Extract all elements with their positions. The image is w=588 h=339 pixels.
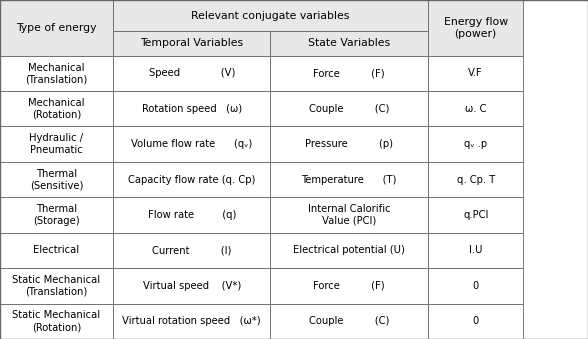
Text: qᵥ .p: qᵥ .p [464,139,487,149]
Bar [270,304,428,339]
Text: Temporal Variables: Temporal Variables [140,38,243,48]
Text: I.U: I.U [469,245,482,255]
Bar [113,0,428,31]
Text: State Variables: State Variables [308,38,390,48]
Text: Temperature      (T): Temperature (T) [302,175,397,184]
Bar [428,233,523,268]
Text: V.F: V.F [469,68,483,78]
Bar [0,0,113,56]
Text: Force          (F): Force (F) [313,281,385,291]
Bar [428,126,523,162]
Text: Thermal
(Storage): Thermal (Storage) [33,204,80,226]
Bar [428,304,523,339]
Bar [0,233,113,268]
Text: Capacity flow rate (q. Cp): Capacity flow rate (q. Cp) [128,175,255,184]
Bar [428,268,523,304]
Text: 0: 0 [473,281,479,291]
Bar [270,126,428,162]
Bar [270,197,428,233]
Text: Internal Calorific
Value (PCI): Internal Calorific Value (PCI) [308,204,390,226]
Bar [270,31,428,56]
Bar [0,91,113,126]
Bar [428,197,523,233]
Text: ω. C: ω. C [465,104,486,114]
Text: q. Cp. T: q. Cp. T [456,175,495,184]
Bar [113,268,270,304]
Bar [428,91,523,126]
Text: Static Mechanical
(Rotation): Static Mechanical (Rotation) [12,311,101,332]
Text: Electrical potential (U): Electrical potential (U) [293,245,405,255]
Bar [0,126,113,162]
Text: Static Mechanical
(Translation): Static Mechanical (Translation) [12,275,101,297]
Bar [270,56,428,91]
Bar [0,162,113,197]
Bar [270,233,428,268]
Text: Current          (I): Current (I) [152,245,231,255]
Text: Couple          (C): Couple (C) [309,316,389,326]
Text: q.PCI: q.PCI [463,210,489,220]
Bar [113,304,270,339]
Bar [0,268,113,304]
Bar [113,126,270,162]
Bar [0,197,113,233]
Bar [113,233,270,268]
Text: Mechanical
(Translation): Mechanical (Translation) [25,62,88,84]
Text: Speed             (V): Speed (V) [149,68,235,78]
Bar [113,31,270,56]
Text: Force          (F): Force (F) [313,68,385,78]
Text: Type of energy: Type of energy [16,23,96,33]
Bar [428,56,523,91]
Bar [0,56,113,91]
Text: Energy flow
(power): Energy flow (power) [443,17,508,39]
Text: Flow rate         (q): Flow rate (q) [148,210,236,220]
Bar [270,268,428,304]
Text: Rotation speed   (ω): Rotation speed (ω) [142,104,242,114]
Bar [113,56,270,91]
Bar [0,304,113,339]
Text: 0: 0 [473,316,479,326]
Text: Pressure          (p): Pressure (p) [305,139,393,149]
Bar [270,162,428,197]
Text: Couple          (C): Couple (C) [309,104,389,114]
Bar [113,91,270,126]
Text: Hydraulic /
Pneumatic: Hydraulic / Pneumatic [29,133,83,155]
Bar [270,91,428,126]
Text: Virtual speed    (V*): Virtual speed (V*) [142,281,241,291]
Bar [113,162,270,197]
Text: Thermal
(Sensitive): Thermal (Sensitive) [30,169,83,191]
Text: Relevant conjugate variables: Relevant conjugate variables [191,11,350,21]
Text: Virtual rotation speed   (ω*): Virtual rotation speed (ω*) [122,316,261,326]
Text: Mechanical
(Rotation): Mechanical (Rotation) [28,98,85,120]
Text: Electrical: Electrical [34,245,79,255]
Bar [428,162,523,197]
Text: Volume flow rate      (qᵥ): Volume flow rate (qᵥ) [131,139,252,149]
Bar [428,0,523,56]
Bar [113,197,270,233]
